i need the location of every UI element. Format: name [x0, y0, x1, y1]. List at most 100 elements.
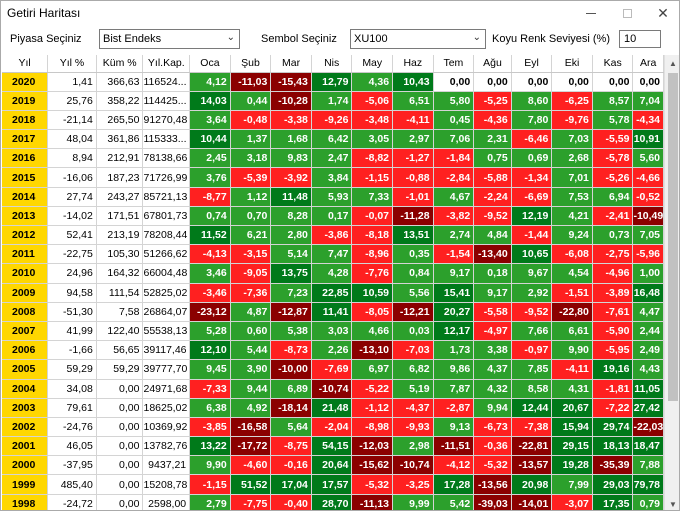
monthly-return-cell[interactable]: -1,12: [351, 398, 394, 418]
summary-cell[interactable]: 2598,00: [142, 494, 191, 510]
table-row[interactable]: 1998 -24,72 0,00 2598,00 2,79 -7,75 -0,40 28,70…: [2, 494, 664, 510]
monthly-return-cell[interactable]: -22,81: [511, 436, 553, 457]
summary-cell[interactable]: 25,76: [47, 91, 97, 111]
monthly-return-cell[interactable]: 0,00: [632, 72, 664, 92]
monthly-return-cell[interactable]: -7,38: [511, 417, 553, 438]
monthly-return-cell[interactable]: 6,89: [270, 379, 312, 399]
monthly-return-cell[interactable]: -8,96: [351, 244, 394, 265]
monthly-return-cell[interactable]: 2,49: [632, 340, 664, 361]
monthly-return-cell[interactable]: -23,12: [189, 302, 231, 322]
monthly-return-cell[interactable]: -12,03: [351, 436, 394, 457]
summary-cell[interactable]: -1,66: [47, 340, 97, 361]
column-header[interactable]: Yıl %: [47, 55, 97, 73]
column-header[interactable]: Şub: [230, 55, 272, 73]
summary-cell[interactable]: 56,65: [96, 340, 144, 361]
monthly-return-cell[interactable]: 7,88: [632, 455, 664, 476]
monthly-return-cell[interactable]: -5,06: [351, 91, 394, 111]
table-row[interactable]: 2014 27,74 243,27 85721,13 -8,77 1,12 11,48 5,9…: [2, 187, 664, 207]
monthly-return-cell[interactable]: 0,00: [511, 72, 553, 92]
monthly-return-cell[interactable]: 9,94: [473, 398, 512, 418]
table-row[interactable]: 2011 -22,75 105,30 51266,62 -4,13 -3,15 5,14 7,…: [2, 244, 664, 265]
monthly-return-cell[interactable]: 20,98: [511, 474, 553, 495]
table-row[interactable]: 2020 1,41 366,63 116524... 4,12 -11,03 -15,43 1…: [2, 72, 664, 92]
monthly-return-cell[interactable]: 0,75: [473, 148, 512, 169]
summary-cell[interactable]: 111,54: [96, 283, 144, 303]
monthly-return-cell[interactable]: 0,00: [551, 72, 593, 92]
monthly-return-cell[interactable]: -10,28: [270, 91, 312, 111]
monthly-return-cell[interactable]: -5,39: [230, 167, 272, 188]
monthly-return-cell[interactable]: 20,67: [551, 398, 593, 418]
summary-cell[interactable]: 265,50: [96, 110, 144, 131]
monthly-return-cell[interactable]: -6,73: [473, 417, 512, 438]
year-cell[interactable]: 1998: [2, 494, 49, 510]
monthly-return-cell[interactable]: -5,88: [473, 167, 512, 188]
monthly-return-cell[interactable]: 2,47: [311, 148, 353, 169]
monthly-return-cell[interactable]: -16,58: [230, 417, 272, 438]
summary-cell[interactable]: 85721,13: [142, 187, 191, 207]
monthly-return-cell[interactable]: 7,05: [632, 225, 664, 246]
monthly-return-cell[interactable]: 13,22: [189, 436, 231, 457]
monthly-return-cell[interactable]: -22,80: [551, 302, 593, 322]
monthly-return-cell[interactable]: -3,85: [189, 417, 231, 438]
monthly-return-cell[interactable]: 4,36: [351, 72, 394, 92]
monthly-return-cell[interactable]: 7,85: [511, 359, 553, 380]
monthly-return-cell[interactable]: 2,26: [311, 340, 353, 361]
monthly-return-cell[interactable]: -3,07: [551, 494, 593, 510]
monthly-return-cell[interactable]: -9,26: [311, 110, 353, 131]
monthly-return-cell[interactable]: 29,15: [551, 436, 593, 457]
summary-cell[interactable]: 105,30: [96, 244, 144, 265]
monthly-return-cell[interactable]: 29,03: [592, 474, 634, 495]
summary-cell[interactable]: 0,00: [96, 494, 144, 510]
monthly-return-cell[interactable]: 3,64: [189, 110, 231, 131]
monthly-return-cell[interactable]: 5,38: [270, 321, 312, 342]
monthly-return-cell[interactable]: 11,05: [632, 379, 664, 399]
monthly-return-cell[interactable]: 19,28: [551, 455, 593, 476]
monthly-return-cell[interactable]: 6,61: [551, 321, 593, 342]
monthly-return-cell[interactable]: -7,36: [230, 283, 272, 303]
monthly-return-cell[interactable]: -35,39: [592, 455, 634, 476]
monthly-return-cell[interactable]: -7,03: [392, 340, 434, 361]
monthly-return-cell[interactable]: 4,47: [632, 302, 664, 322]
monthly-return-cell[interactable]: -3,86: [311, 225, 353, 246]
year-cell[interactable]: 2014: [2, 187, 49, 207]
monthly-return-cell[interactable]: 3,76: [189, 167, 231, 188]
monthly-return-cell[interactable]: 22,85: [311, 283, 353, 303]
summary-cell[interactable]: 0,00: [96, 398, 144, 418]
monthly-return-cell[interactable]: -3,15: [230, 244, 272, 265]
summary-cell[interactable]: 18625,02: [142, 398, 191, 418]
table-row[interactable]: 2007 41,99 122,40 55538,13 5,28 0,60 5,38 3,03 4…: [2, 321, 664, 342]
monthly-return-cell[interactable]: 7,33: [351, 187, 394, 207]
monthly-return-cell[interactable]: -1,51: [551, 283, 593, 303]
table-row[interactable]: 2013 -14,02 171,51 67801,73 0,74 0,70 8,28 0,17…: [2, 206, 664, 227]
monthly-return-cell[interactable]: 0,03: [392, 321, 434, 342]
monthly-return-cell[interactable]: -8,05: [351, 302, 394, 322]
year-cell[interactable]: 2002: [2, 417, 49, 438]
monthly-return-cell[interactable]: -18,14: [270, 398, 312, 418]
monthly-return-cell[interactable]: 3,18: [230, 148, 272, 169]
monthly-return-cell[interactable]: 27,42: [632, 398, 664, 418]
monthly-return-cell[interactable]: -5,32: [351, 474, 394, 495]
monthly-return-cell[interactable]: 2,74: [433, 225, 475, 246]
monthly-return-cell[interactable]: -5,95: [592, 340, 634, 361]
monthly-return-cell[interactable]: 12,19: [511, 206, 553, 227]
summary-cell[interactable]: -24,76: [47, 417, 97, 438]
summary-cell[interactable]: 7,58: [96, 302, 144, 322]
table-row[interactable]: 2001 46,05 0,00 13782,76 13,22 -17,72 -8,75 54,…: [2, 436, 664, 457]
monthly-return-cell[interactable]: -6,25: [551, 91, 593, 111]
table-row[interactable]: 2018 -21,14 265,50 91270,48 3,64 -0,48 -3,38 -9…: [2, 110, 664, 131]
summary-cell[interactable]: -21,14: [47, 110, 97, 131]
monthly-return-cell[interactable]: -8,18: [351, 225, 394, 246]
summary-cell[interactable]: 9437,21: [142, 455, 191, 476]
monthly-return-cell[interactable]: 8,28: [270, 206, 312, 227]
monthly-return-cell[interactable]: 3,46: [189, 263, 231, 284]
monthly-return-cell[interactable]: -11,51: [433, 436, 475, 457]
monthly-return-cell[interactable]: 6,38: [189, 398, 231, 418]
summary-cell[interactable]: -51,30: [47, 302, 97, 322]
monthly-return-cell[interactable]: -1,84: [433, 148, 475, 169]
monthly-return-cell[interactable]: -13,40: [473, 244, 512, 265]
year-cell[interactable]: 2005: [2, 359, 49, 380]
monthly-return-cell[interactable]: 54,15: [311, 436, 353, 457]
table-row[interactable]: 2008 -51,30 7,58 26864,07 -23,12 4,87 -12,87 11…: [2, 302, 664, 322]
monthly-return-cell[interactable]: 15,94: [551, 417, 593, 438]
monthly-return-cell[interactable]: -11,03: [230, 72, 272, 92]
